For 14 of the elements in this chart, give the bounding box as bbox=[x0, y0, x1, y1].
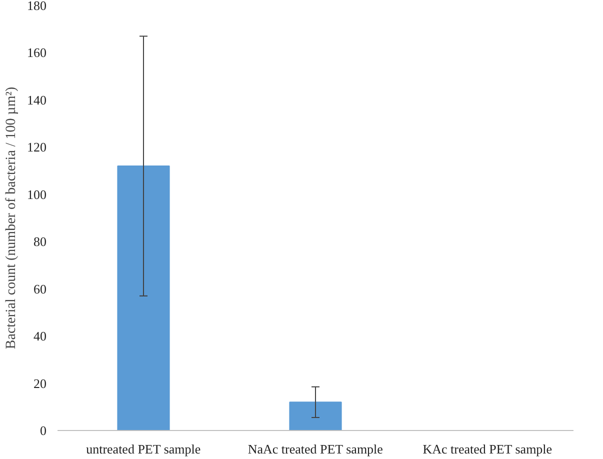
y-tick-label: 80 bbox=[34, 234, 46, 250]
y-tick-label: 100 bbox=[27, 186, 46, 202]
y-tick-label: 180 bbox=[27, 0, 46, 13]
x-tick-label: untreated PET sample bbox=[86, 442, 201, 456]
y-tick-label: 20 bbox=[34, 376, 46, 391]
y-tick-label: 0 bbox=[40, 423, 46, 438]
y-tick-label: 140 bbox=[27, 92, 46, 108]
y-tick-label: 120 bbox=[27, 140, 46, 155]
y-tick-label: 160 bbox=[27, 45, 46, 60]
x-tick-label: KAc treated PET sample bbox=[422, 442, 552, 456]
y-tick-label: 40 bbox=[34, 328, 46, 344]
x-tick-label: NaAc treated PET sample bbox=[248, 442, 384, 456]
y-tick-label: 60 bbox=[34, 281, 46, 296]
y-axis-title: Bacterial count (number of bacteria / 100 µm²) bbox=[4, 86, 19, 350]
